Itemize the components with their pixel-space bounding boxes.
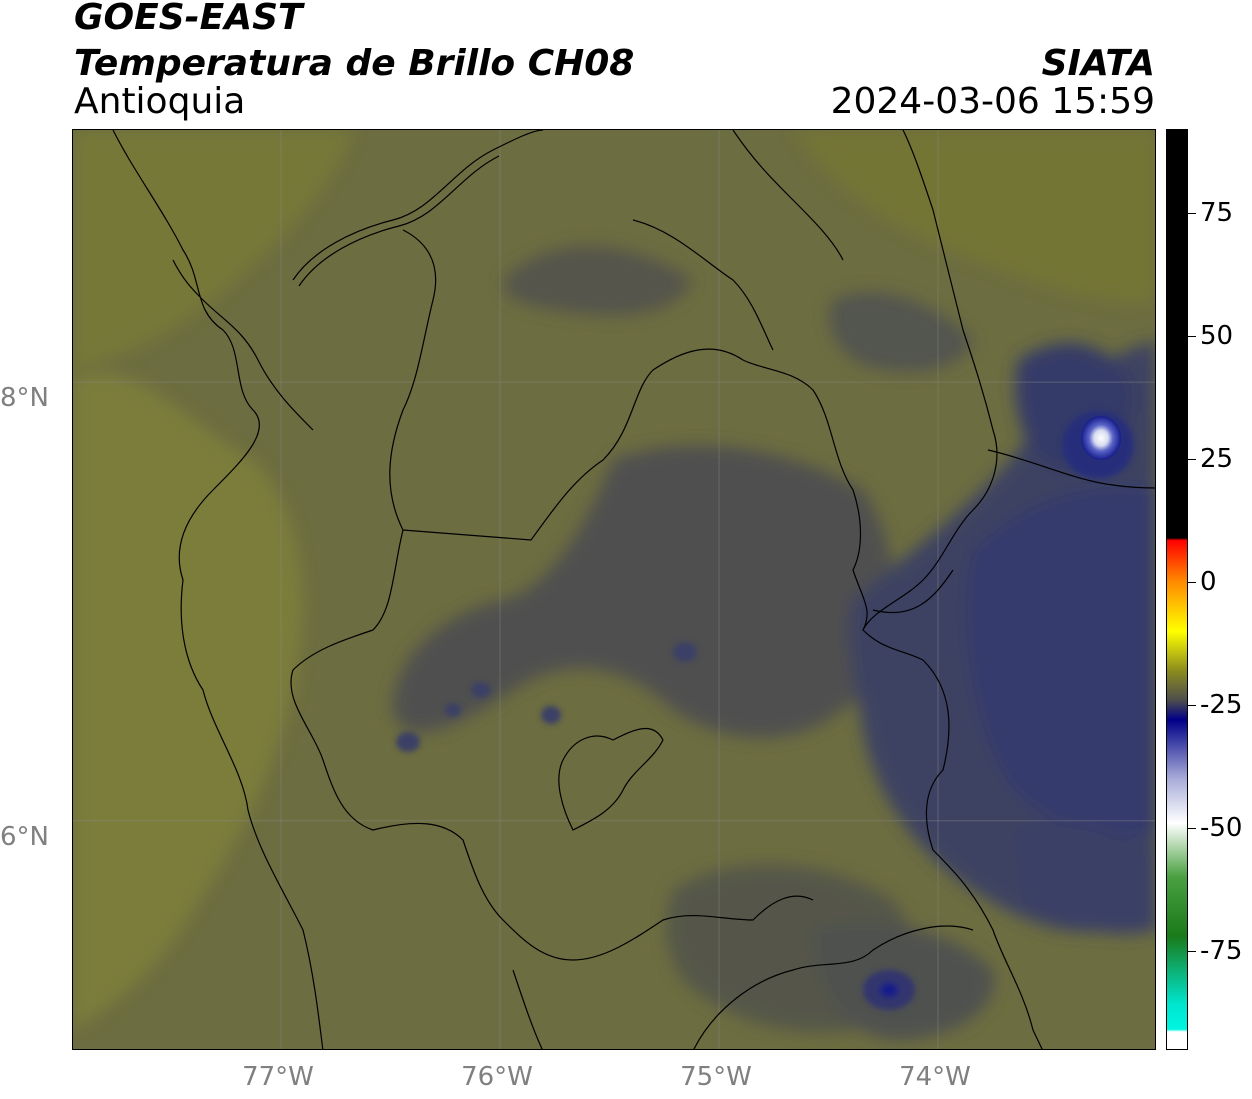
colorbar-tick-mark [1188,458,1196,460]
small-cell-4 [673,642,697,662]
colorbar [1166,129,1188,1050]
northeast-cell-core [1081,416,1121,460]
small-cell-1 [471,682,491,698]
administrative-borders [112,130,1155,1049]
cool-region-north [503,246,693,316]
colorbar-tick-label: 50 [1200,320,1234,351]
satellite-title: GOES-EAST [74,0,303,38]
region-subtitle: Antioquia [74,81,246,122]
colorbar-tick-label: 0 [1200,567,1217,598]
product-title: Temperatura de Brillo CH08 [74,43,635,84]
lon-label-77w: 77°W [242,1062,314,1092]
lon-label-76w: 76°W [461,1062,533,1092]
organization-label: SIATA [1041,43,1155,84]
small-cell-3 [541,706,561,724]
coastline [112,130,324,1049]
cool-region-northeast [829,292,973,372]
medellin-outline [558,727,664,831]
coastline-gulf [172,259,314,431]
lat-label-6n: 6°N [0,822,49,852]
brightness-temperature-map[interactable] [73,130,1156,1050]
cold-region-east-core [965,486,1155,838]
coastline-north-2 [298,155,500,287]
colorbar-tick-label: 25 [1200,443,1234,474]
cold-region-southeast [1013,822,1155,934]
warm-region-northeast [793,130,1155,302]
inner-border-east-2 [987,449,1155,489]
lat-label-8n: 8°N [0,383,49,413]
lon-label-75w: 75°W [680,1062,752,1092]
cool-region-center [393,445,893,738]
colorbar-tick-mark [1188,828,1196,830]
colorbar-tick-mark [1188,212,1196,214]
temperature-fields [73,130,1155,1040]
map-panel[interactable] [72,129,1156,1050]
inner-border-north [732,130,844,261]
colorbar-tick-label: 75 [1200,197,1234,228]
coastline-north [292,130,544,281]
inner-border-northeast [632,219,774,351]
timestamp-label: 2024-03-06 15:59 [830,81,1155,122]
colorbar-tick-label: -50 [1200,813,1243,844]
inner-border-southeast [693,925,974,1049]
colorbar-tick-mark [1188,705,1196,707]
inner-border-east [862,130,998,631]
colorbar-tick-mark [1188,582,1196,584]
warm-region-west [73,373,303,1030]
inner-border-south [512,969,543,1049]
colorbar-tick-mark [1188,335,1196,337]
south-cell-core [880,983,898,997]
small-cell-2 [396,732,420,752]
inner-border-east-3 [872,569,954,614]
inner-border-west [290,529,814,961]
lon-label-74w: 74°W [899,1062,971,1092]
antioquia-border [389,229,1043,1049]
small-cell-5 [445,703,461,717]
warm-region-northwest [73,130,353,370]
colorbar-tick-label: -75 [1200,936,1243,967]
colorbar-tick-label: -25 [1200,690,1243,721]
colorbar-tick-mark [1188,951,1196,953]
